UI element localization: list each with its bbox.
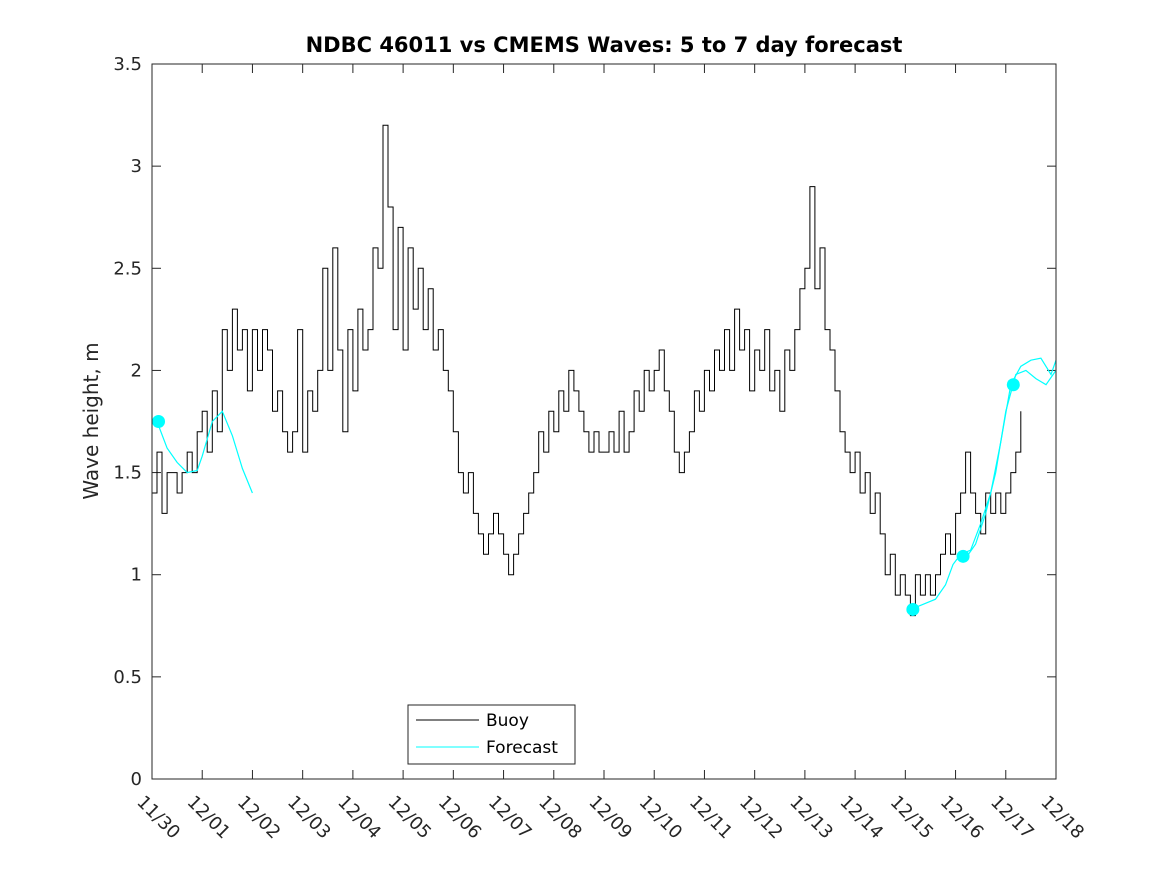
forecast-marker <box>152 415 166 428</box>
y-tick-label: 3 <box>131 156 142 177</box>
forecast-line <box>910 357 1057 610</box>
plot-area <box>152 64 1056 779</box>
y-tick-label: 0 <box>131 769 142 790</box>
legend-box <box>407 704 576 765</box>
forecast-marker <box>1006 378 1020 392</box>
y-axis-label: Wave height, m <box>79 342 103 499</box>
y-tick-label: 2 <box>131 360 142 381</box>
buoy-line <box>152 124 1022 617</box>
y-tick-label: 0.5 <box>113 667 142 688</box>
chart-title: NDBC 46011 vs CMEMS Waves: 5 to 7 day fo… <box>306 33 903 57</box>
y-tick-label: 1 <box>131 565 142 586</box>
series-lines <box>152 124 1057 617</box>
y-tick-label: 3.5 <box>113 54 142 75</box>
forecast-line <box>965 369 1057 559</box>
plot-frame <box>151 63 1057 780</box>
y-tick-label: 2.5 <box>113 258 142 279</box>
y-tick-label: 1.5 <box>113 463 142 484</box>
forecast-line <box>156 410 253 494</box>
legend-label-buoy: Buoy <box>486 711 529 731</box>
legend-label-forecast: Forecast <box>486 738 558 758</box>
forecast-marker <box>956 549 970 563</box>
forecast-marker <box>906 602 920 616</box>
legend: Buoy Forecast <box>407 704 576 765</box>
